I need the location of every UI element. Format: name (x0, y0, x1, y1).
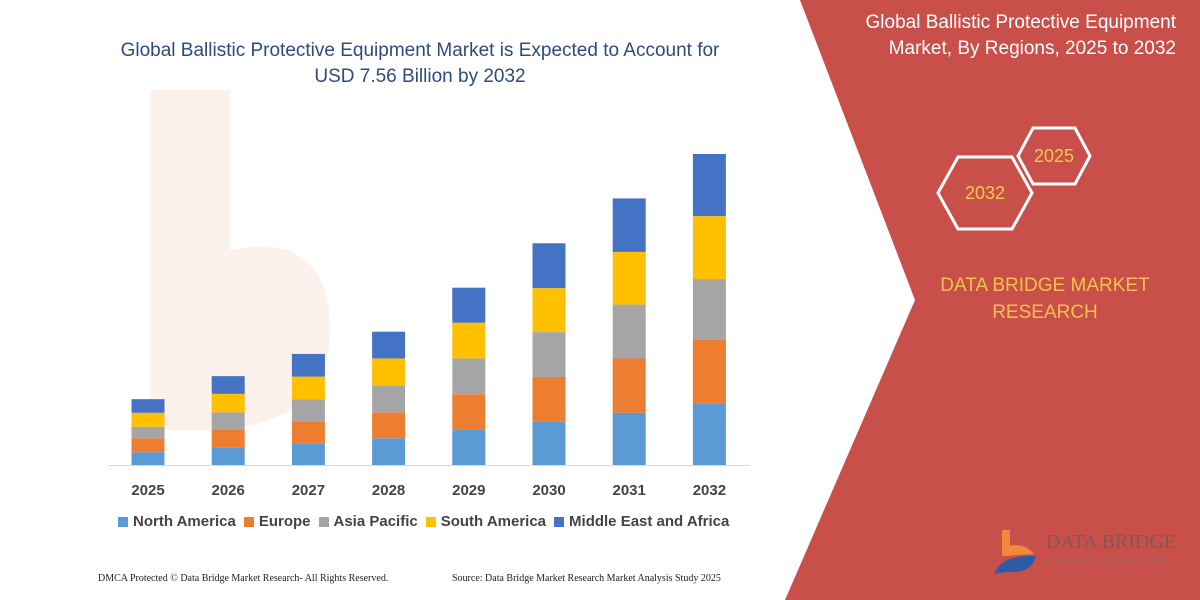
bar-segment-south-america (532, 288, 566, 333)
legend-label: North America (133, 513, 236, 530)
panel-title: Global Ballistic Protective Equipment Ma… (865, 12, 1176, 59)
bar-segment-south-america (291, 376, 325, 400)
x-tick-label: 2030 (532, 482, 565, 499)
x-tick-label: 2027 (292, 482, 325, 499)
legend-item: Europe (243, 513, 311, 530)
hexagon-2025: 2025 (1016, 126, 1092, 186)
bar-segment-asia-pacific (211, 412, 245, 430)
bar-segment-europe (372, 412, 406, 439)
hex-label: 2032 (964, 182, 1006, 203)
legend-swatch (425, 516, 436, 527)
red-panel (785, 0, 1200, 600)
bar-segment-north-america (612, 412, 646, 465)
x-tick-label: 2028 (372, 482, 405, 499)
legend: North America Europe Asia Pacific South Ame… (118, 513, 729, 530)
x-tick-label: 2026 (212, 482, 245, 499)
data-bridge-logo-icon (994, 530, 1036, 574)
hexagon-2032: 2032 (936, 155, 1034, 231)
bar-segment-south-america (612, 251, 646, 305)
bar-segment-asia-pacific (692, 279, 726, 340)
bar-segment-north-america (452, 429, 486, 465)
bar-segment-middle-east-and-africa (291, 353, 325, 377)
x-tick-label: 2032 (693, 482, 726, 499)
bar-segment-asia-pacific (612, 304, 646, 359)
bar-segment-asia-pacific (372, 385, 406, 413)
logo-text: DATA BRIDGE (1046, 531, 1177, 553)
bar-segment-middle-east-and-africa (532, 243, 566, 289)
bar-segment-europe (131, 438, 165, 453)
bar-segment-middle-east-and-africa (372, 331, 406, 359)
legend-swatch (554, 516, 565, 527)
bar-segment-middle-east-and-africa (211, 376, 245, 394)
bar-segment-europe (692, 339, 726, 404)
legend-label: Europe (258, 513, 311, 530)
bar-segment-south-america (211, 393, 245, 413)
watermark-logo-shape (150, 90, 330, 430)
footer-source: Source: Data Bridge Market Research Mark… (452, 573, 721, 584)
bar-segment-asia-pacific (532, 332, 566, 377)
bar-segment-europe (211, 429, 245, 448)
bar-segment-north-america (211, 447, 245, 465)
legend-item: Asia Pacific (318, 513, 418, 530)
bar-segment-south-america (131, 412, 165, 427)
bar-segment-south-america (372, 358, 406, 386)
legend-label: South America (440, 513, 547, 530)
legend-swatch (318, 516, 329, 527)
bar-segment-south-america (692, 216, 726, 280)
logo-subtext: MARKET RESEARCH (1046, 558, 1169, 565)
bar-segment-asia-pacific (291, 399, 325, 422)
hex-label: 2025 (1033, 145, 1075, 166)
bar-segment-middle-east-and-africa (612, 198, 646, 252)
x-tick-label: 2025 (131, 482, 164, 499)
bar-segment-asia-pacific (452, 358, 486, 395)
bar-segment-europe (452, 394, 486, 430)
legend-item: Middle East and Africa (554, 513, 729, 530)
footer-copyright: DMCA Protected © Data Bridge Market Rese… (98, 573, 389, 584)
bar-segment-middle-east-and-africa (131, 399, 165, 413)
x-tick-label: 2031 (613, 482, 646, 499)
legend-item: North America (118, 513, 236, 530)
bar-segment-north-america (532, 421, 566, 465)
bar-segment-europe (291, 421, 325, 444)
bar-segment-europe (532, 376, 566, 422)
bar-segment-north-america (291, 443, 325, 465)
bar-segment-europe (612, 358, 646, 413)
bar-segment-middle-east-and-africa (452, 287, 486, 323)
chart-title: Global Ballistic Protective Equipment Ma… (120, 40, 720, 87)
legend-swatch (243, 516, 254, 527)
legend-swatch (118, 516, 128, 527)
legend-item: South America (425, 513, 547, 530)
bar-segment-south-america (452, 322, 486, 359)
brand-text: DATA BRIDGE MARKET RESEARCH (940, 275, 1150, 323)
x-tick-label: 2029 (452, 482, 485, 499)
legend-label: Asia Pacific (333, 513, 418, 530)
bar-segment-north-america (692, 403, 726, 465)
legend-label: Middle East and Africa (569, 513, 730, 530)
bar-segment-north-america (372, 438, 406, 465)
bar-segment-asia-pacific (131, 426, 165, 439)
bar-segment-north-america (131, 452, 165, 465)
bar-segment-middle-east-and-africa (692, 154, 726, 217)
